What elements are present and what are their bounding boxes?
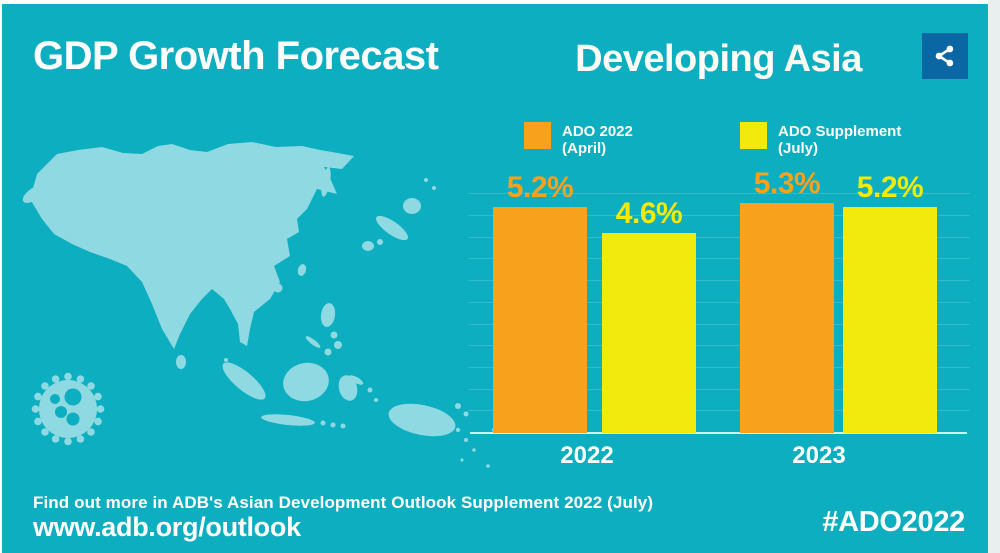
legend-label: ADO 2022 (April) [562, 123, 633, 157]
legend-swatch-yellow [740, 122, 767, 149]
gridline [468, 236, 970, 238]
share-button[interactable] [922, 33, 968, 79]
gridline [468, 258, 970, 260]
share-icon [935, 45, 954, 67]
category-label-2023: 2023 [792, 442, 846, 469]
infographic-background: GDP Growth Forecast Developing Asia ADO … [2, 4, 988, 553]
gridline [468, 280, 970, 282]
bar-ado-2022-april--2022 [493, 207, 587, 433]
bar-ado-2022-april--2023 [740, 202, 834, 433]
footer-note: Find out more in ADB's Asian Development… [33, 493, 654, 512]
outlook-url-link[interactable]: www.adb.org/outlook [33, 512, 301, 542]
bar-ado-supplement-july--2023 [843, 207, 937, 433]
hashtag-label: #ADO2022 [822, 506, 965, 538]
legend-item-ado-supplement: ADO Supplement (July) [740, 122, 901, 157]
x-axis-line [470, 432, 967, 434]
category-label-2022: 2022 [560, 442, 614, 469]
asia-map [22, 142, 496, 468]
page-title: GDP Growth Forecast [33, 34, 439, 78]
bar-ado-supplement-july--2022 [602, 233, 696, 433]
bar-value-label: 5.2% [856, 171, 924, 205]
gridline [468, 215, 970, 216]
gridline [468, 388, 970, 390]
gridline [468, 410, 970, 412]
coronavirus-icon [31, 372, 105, 446]
gridline [468, 345, 970, 347]
bar-value-label: 5.3% [753, 166, 821, 200]
gridline [468, 323, 970, 325]
gridline [468, 301, 970, 303]
gridline [468, 366, 970, 368]
legend-swatch-orange [524, 122, 551, 149]
bar-chart: 2022 2023 5.2% 5.3% 4.6% 5.2% [468, 168, 970, 469]
region-title: Developing Asia [575, 38, 862, 80]
bar-value-label: 4.6% [615, 197, 683, 231]
legend-label: ADO Supplement (July) [778, 123, 902, 157]
legend-item-ado-2022: ADO 2022 (April) [524, 122, 633, 157]
page-margin-strip [988, 0, 1000, 553]
gridline [468, 193, 970, 195]
bar-value-label: 5.2% [506, 171, 574, 205]
